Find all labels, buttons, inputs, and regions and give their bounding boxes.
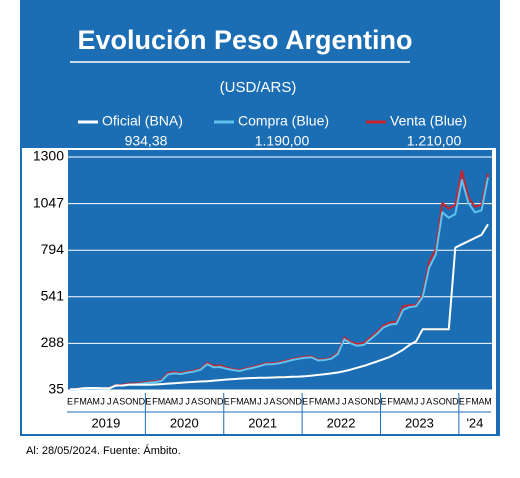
x-tick-label: J — [342, 396, 347, 406]
x-tick-label: M — [314, 396, 322, 406]
x-tick-label: A — [191, 396, 197, 406]
legend-value: 1.210,00 — [407, 133, 462, 149]
x-tick-label: D — [374, 396, 381, 406]
x-tick-label: J — [179, 396, 184, 406]
y-tick-label: 35 — [48, 381, 64, 397]
x-tick-label: A — [348, 396, 354, 406]
x-tick-label: J — [100, 396, 105, 406]
x-tick-label: N — [210, 396, 217, 406]
x-tick-label: J — [420, 396, 425, 406]
footnote: Al: 28/05/2024. Fuente: Ámbito. — [26, 444, 181, 457]
x-tick-label: S — [354, 396, 360, 406]
x-tick-label: M — [471, 396, 479, 406]
x-tick-label: E — [459, 396, 465, 406]
x-tick-label: D — [452, 396, 459, 406]
x-tick-label: A — [426, 396, 432, 406]
series-line — [69, 223, 489, 391]
x-tick-label: M — [171, 396, 179, 406]
x-tick-label: A — [322, 396, 328, 406]
y-tick-label: 794 — [41, 241, 65, 257]
x-tick-label: M — [79, 396, 87, 406]
legend-value: 934,38 — [125, 133, 168, 149]
x-tick-label: E — [67, 396, 73, 406]
x-tick-label: M — [484, 396, 492, 406]
x-tick-label: M — [92, 396, 100, 406]
x-tick-label: A — [478, 396, 484, 406]
year-label: 2021 — [248, 415, 277, 430]
chart-subtitle: (USD/ARS) — [220, 79, 297, 96]
x-tick-label: J — [264, 396, 269, 406]
x-tick-label: O — [204, 396, 211, 406]
year-label: 2020 — [170, 415, 199, 430]
x-tick-label: M — [158, 396, 166, 406]
x-tick-label: D — [139, 396, 146, 406]
y-tick-label: 288 — [41, 334, 65, 350]
x-tick-label: M — [236, 396, 244, 406]
x-tick-label: F — [231, 396, 237, 406]
x-tick-label: O — [125, 396, 132, 406]
x-tick-label: N — [132, 396, 139, 406]
x-tick-label: E — [302, 396, 308, 406]
year-label: '24 — [466, 415, 483, 430]
x-tick-label: M — [393, 396, 401, 406]
x-tick-label: A — [165, 396, 171, 406]
x-tick-label: A — [113, 396, 119, 406]
x-tick-label: S — [198, 396, 204, 406]
legend-label: Venta (Blue) — [390, 113, 467, 129]
x-tick-label: S — [276, 396, 282, 406]
x-tick-label: M — [249, 396, 257, 406]
x-tick-label: A — [400, 396, 406, 406]
x-tick-label: F — [152, 396, 158, 406]
x-tick-label: A — [243, 396, 249, 406]
x-tick-label: E — [380, 396, 386, 406]
y-tick-label: 541 — [41, 288, 65, 304]
x-tick-label: N — [289, 396, 296, 406]
x-tick-label: F — [74, 396, 80, 406]
legend-value: 1.190,00 — [255, 133, 310, 149]
x-tick-label: N — [446, 396, 453, 406]
legend-label: Compra (Blue) — [238, 113, 329, 129]
x-tick-label: A — [269, 396, 275, 406]
x-tick-label: D — [295, 396, 302, 406]
x-tick-label: D — [217, 396, 224, 406]
y-tick-label: 1300 — [33, 148, 64, 164]
x-tick-label: J — [185, 396, 190, 406]
x-tick-label: O — [360, 396, 367, 406]
x-tick-label: F — [466, 396, 472, 406]
chart-title: Evolución Peso Argentino — [77, 25, 412, 55]
x-tick-label: J — [257, 396, 262, 406]
x-tick-label: N — [367, 396, 374, 406]
x-tick-label: F — [309, 396, 315, 406]
x-tick-label: A — [87, 396, 93, 406]
plot-area — [68, 150, 492, 390]
legend-label: Oficial (BNA) — [102, 113, 183, 129]
y-tick-label: 1047 — [33, 194, 64, 210]
year-label: 2019 — [91, 415, 120, 430]
x-tick-label: E — [224, 396, 230, 406]
x-tick-label: S — [433, 396, 439, 406]
x-tick-label: J — [336, 396, 341, 406]
year-label: 2023 — [405, 415, 434, 430]
x-tick-label: J — [414, 396, 419, 406]
x-tick-label: O — [282, 396, 289, 406]
x-tick-label: S — [119, 396, 125, 406]
x-tick-label: J — [107, 396, 112, 406]
year-label: 2022 — [327, 415, 356, 430]
x-tick-label: M — [406, 396, 414, 406]
x-tick-label: O — [439, 396, 446, 406]
x-tick-label: M — [328, 396, 336, 406]
x-tick-label: E — [145, 396, 151, 406]
x-tick-label: F — [387, 396, 393, 406]
